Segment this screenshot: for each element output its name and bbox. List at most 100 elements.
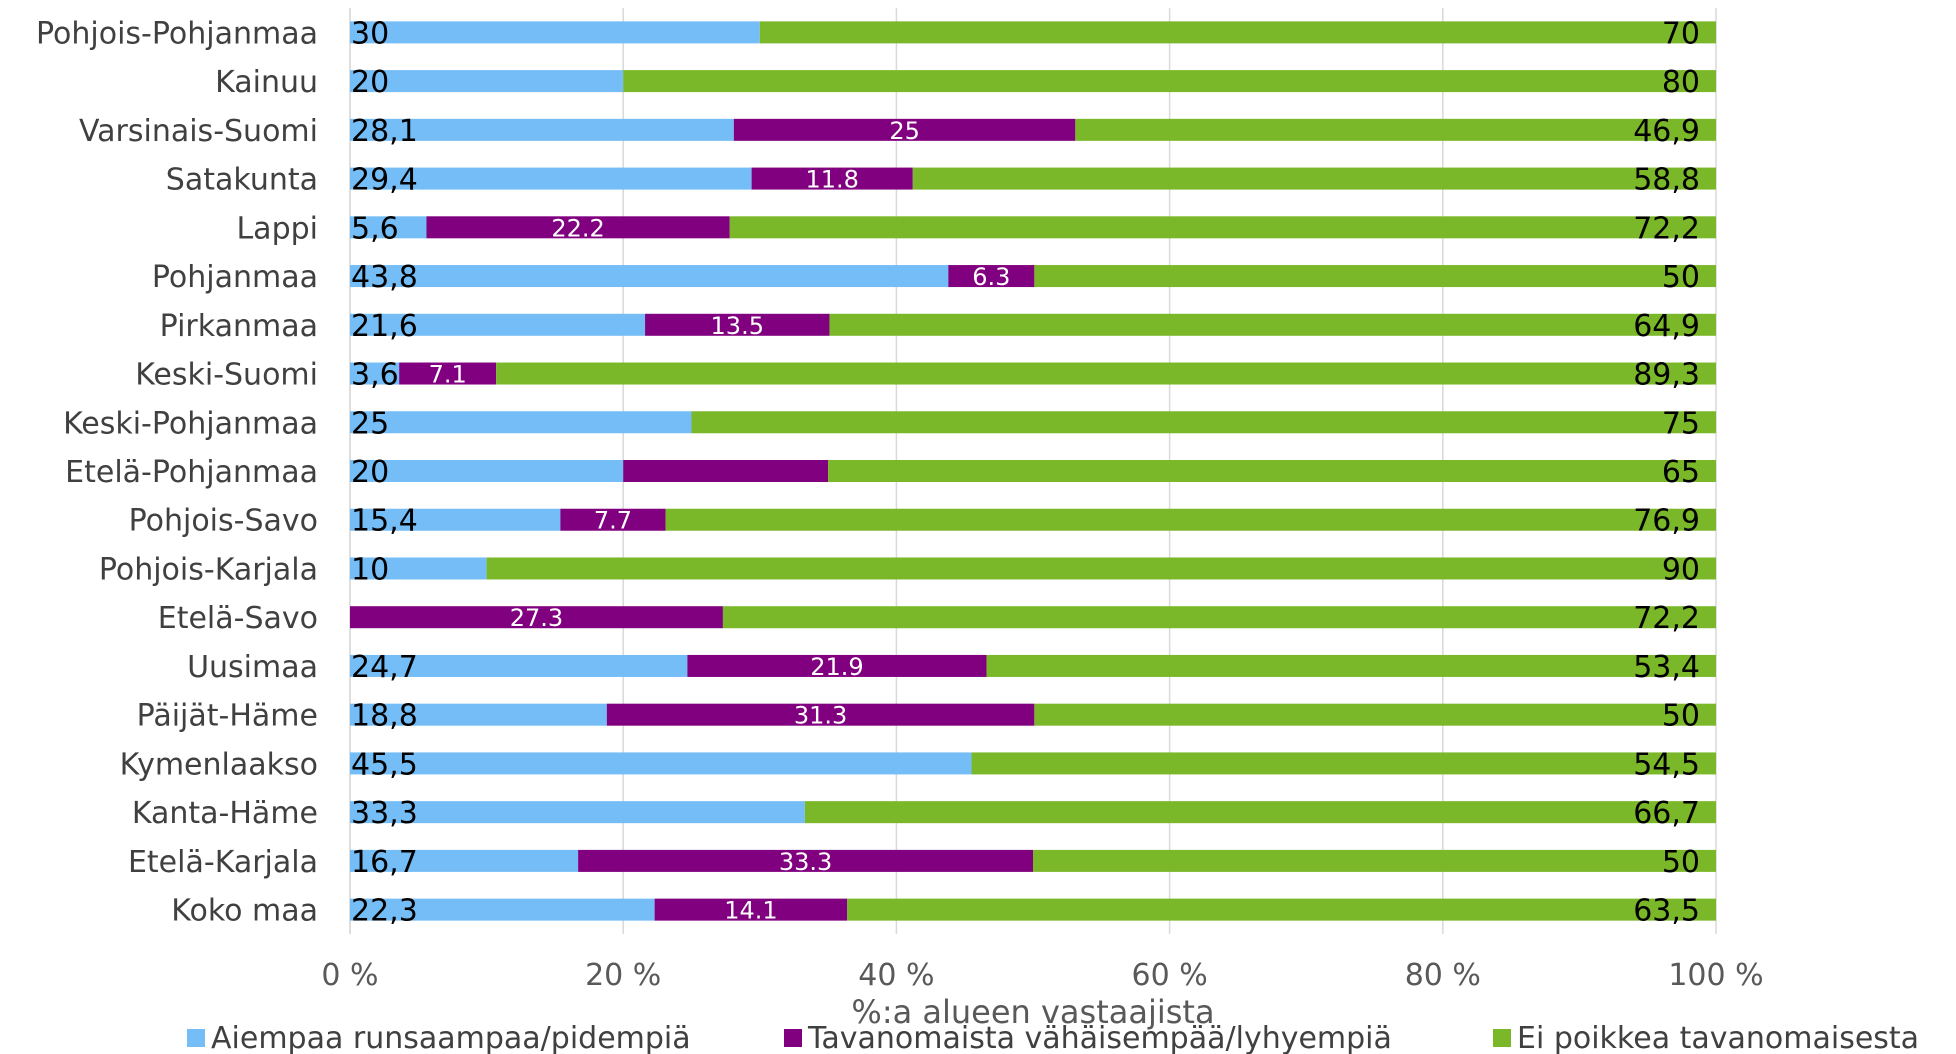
data-label: 54,5 xyxy=(1633,747,1700,782)
category-labels: Pohjois-Pohjanmaa Kainuu Varsinais-Suomi Sa… xyxy=(36,16,318,928)
x-axis-tick-labels: 0 % 20 % 40 % 60 % 80 % 100 % xyxy=(321,958,1763,993)
data-label: 45,5 xyxy=(351,747,418,782)
category-label: Varsinais-Suomi xyxy=(79,114,318,149)
bar-segment xyxy=(350,654,688,677)
data-label: 25 xyxy=(889,117,920,145)
bar-segment xyxy=(623,70,1717,93)
bar-segment xyxy=(733,118,1076,141)
bar-segment xyxy=(759,21,1716,44)
bar-segment xyxy=(350,21,760,44)
data-label: 66,7 xyxy=(1633,796,1700,831)
data-label: 3,6 xyxy=(351,358,399,393)
bar-segment xyxy=(350,362,400,385)
bar-segment xyxy=(606,703,1035,726)
bar-segment xyxy=(350,265,949,288)
legend: Aiempaa runsaampaa/pidempiä Tavanomaista … xyxy=(187,1021,1919,1054)
data-label: 6.3 xyxy=(972,263,1010,291)
data-label: 10 xyxy=(351,552,389,587)
legend-swatch xyxy=(187,1029,205,1047)
data-label: 22.2 xyxy=(551,214,604,242)
bar-segment xyxy=(426,216,730,239)
x-tick-label: 80 % xyxy=(1405,958,1481,993)
category-label: Etelä-Karjala xyxy=(128,845,318,880)
data-label: 21,6 xyxy=(351,309,418,344)
legend-swatch xyxy=(1493,1029,1511,1047)
data-label: 15,4 xyxy=(351,504,418,539)
data-label: 28,1 xyxy=(351,114,418,149)
category-label: Pirkanmaa xyxy=(160,309,318,344)
bar-segment xyxy=(350,557,487,580)
bar-segment xyxy=(350,216,427,239)
bar-segment xyxy=(1034,265,1716,288)
data-label: 72,2 xyxy=(1633,211,1700,246)
data-label: 76,9 xyxy=(1633,504,1700,539)
data-label: 27.3 xyxy=(510,604,563,632)
category-label: Pohjois-Pohjanmaa xyxy=(36,16,318,51)
bar-segment xyxy=(1034,703,1716,726)
x-axis-title: %:a alueen vastaajista xyxy=(851,993,1214,1031)
legend-label: Ei poikkea tavanomaisesta xyxy=(1517,1021,1919,1054)
data-label: 7.7 xyxy=(594,507,632,535)
bar-segment xyxy=(350,411,692,434)
data-label: 14.1 xyxy=(724,897,777,925)
bar-segment xyxy=(496,362,1716,385)
bar-segment xyxy=(560,508,666,531)
data-label: 22,3 xyxy=(351,894,418,929)
data-label: 65 xyxy=(1662,455,1700,490)
data-label: 72,2 xyxy=(1633,601,1700,636)
bar-segment xyxy=(399,362,497,385)
bar-segment xyxy=(1033,849,1716,872)
category-label: Keski-Suomi xyxy=(135,358,318,393)
category-label: Pohjanmaa xyxy=(152,260,318,295)
bar-segment xyxy=(350,752,972,775)
category-label: Uusimaa xyxy=(187,650,318,685)
bar-segment xyxy=(729,216,1716,239)
data-label: 50 xyxy=(1662,260,1700,295)
bar-segment xyxy=(804,801,1716,824)
data-label: 18,8 xyxy=(351,699,418,734)
bar-segment xyxy=(623,460,829,482)
data-label: 33,3 xyxy=(351,796,418,831)
bar-segment xyxy=(687,654,987,677)
category-label: Pohjois-Savo xyxy=(129,504,318,539)
category-label: Pohjois-Karjala xyxy=(99,552,318,587)
data-label: 50 xyxy=(1662,699,1700,734)
bar-segment xyxy=(350,508,561,531)
bar-segment xyxy=(486,557,1717,580)
bar-segment xyxy=(722,606,1716,629)
category-label: Satakunta xyxy=(166,163,318,198)
data-label: 70 xyxy=(1662,16,1700,51)
data-label: 89,3 xyxy=(1633,358,1700,393)
bar-segment xyxy=(645,313,830,336)
data-label: 29,4 xyxy=(351,163,418,198)
data-label: 7.1 xyxy=(429,361,467,389)
bar-segment xyxy=(350,118,734,141)
x-tick-label: 100 % xyxy=(1668,958,1763,993)
bar-segment xyxy=(350,460,624,482)
bar-segment xyxy=(751,167,913,190)
data-label: 64,9 xyxy=(1633,309,1700,344)
data-labels: 30 70 20 80 28,1 25 46,9 29,4 11.8 58,8 5,6 22.2 72,… xyxy=(351,16,1700,928)
bar-segment xyxy=(350,167,752,190)
x-tick-label: 20 % xyxy=(585,958,661,993)
data-label: 11.8 xyxy=(805,166,858,194)
data-label: 33.3 xyxy=(779,848,832,876)
x-tick-label: 0 % xyxy=(321,958,378,993)
data-label: 16,7 xyxy=(351,845,418,880)
category-label: Etelä-Pohjanmaa xyxy=(65,455,318,490)
bar-segment xyxy=(350,313,646,336)
data-label: 5,6 xyxy=(351,211,399,246)
legend-swatch xyxy=(784,1029,802,1047)
category-label: Etelä-Savo xyxy=(158,601,318,636)
bar-segment xyxy=(829,313,1716,336)
bar-segment xyxy=(1075,118,1716,141)
bar-segment xyxy=(350,70,624,93)
data-label: 63,5 xyxy=(1633,894,1700,929)
data-label: 43,8 xyxy=(351,260,418,295)
bar-segment xyxy=(350,703,607,726)
data-label: 53,4 xyxy=(1633,650,1700,685)
bar-segment xyxy=(971,752,1716,775)
data-label: 13.5 xyxy=(711,312,764,340)
bar-segment xyxy=(847,898,1716,921)
